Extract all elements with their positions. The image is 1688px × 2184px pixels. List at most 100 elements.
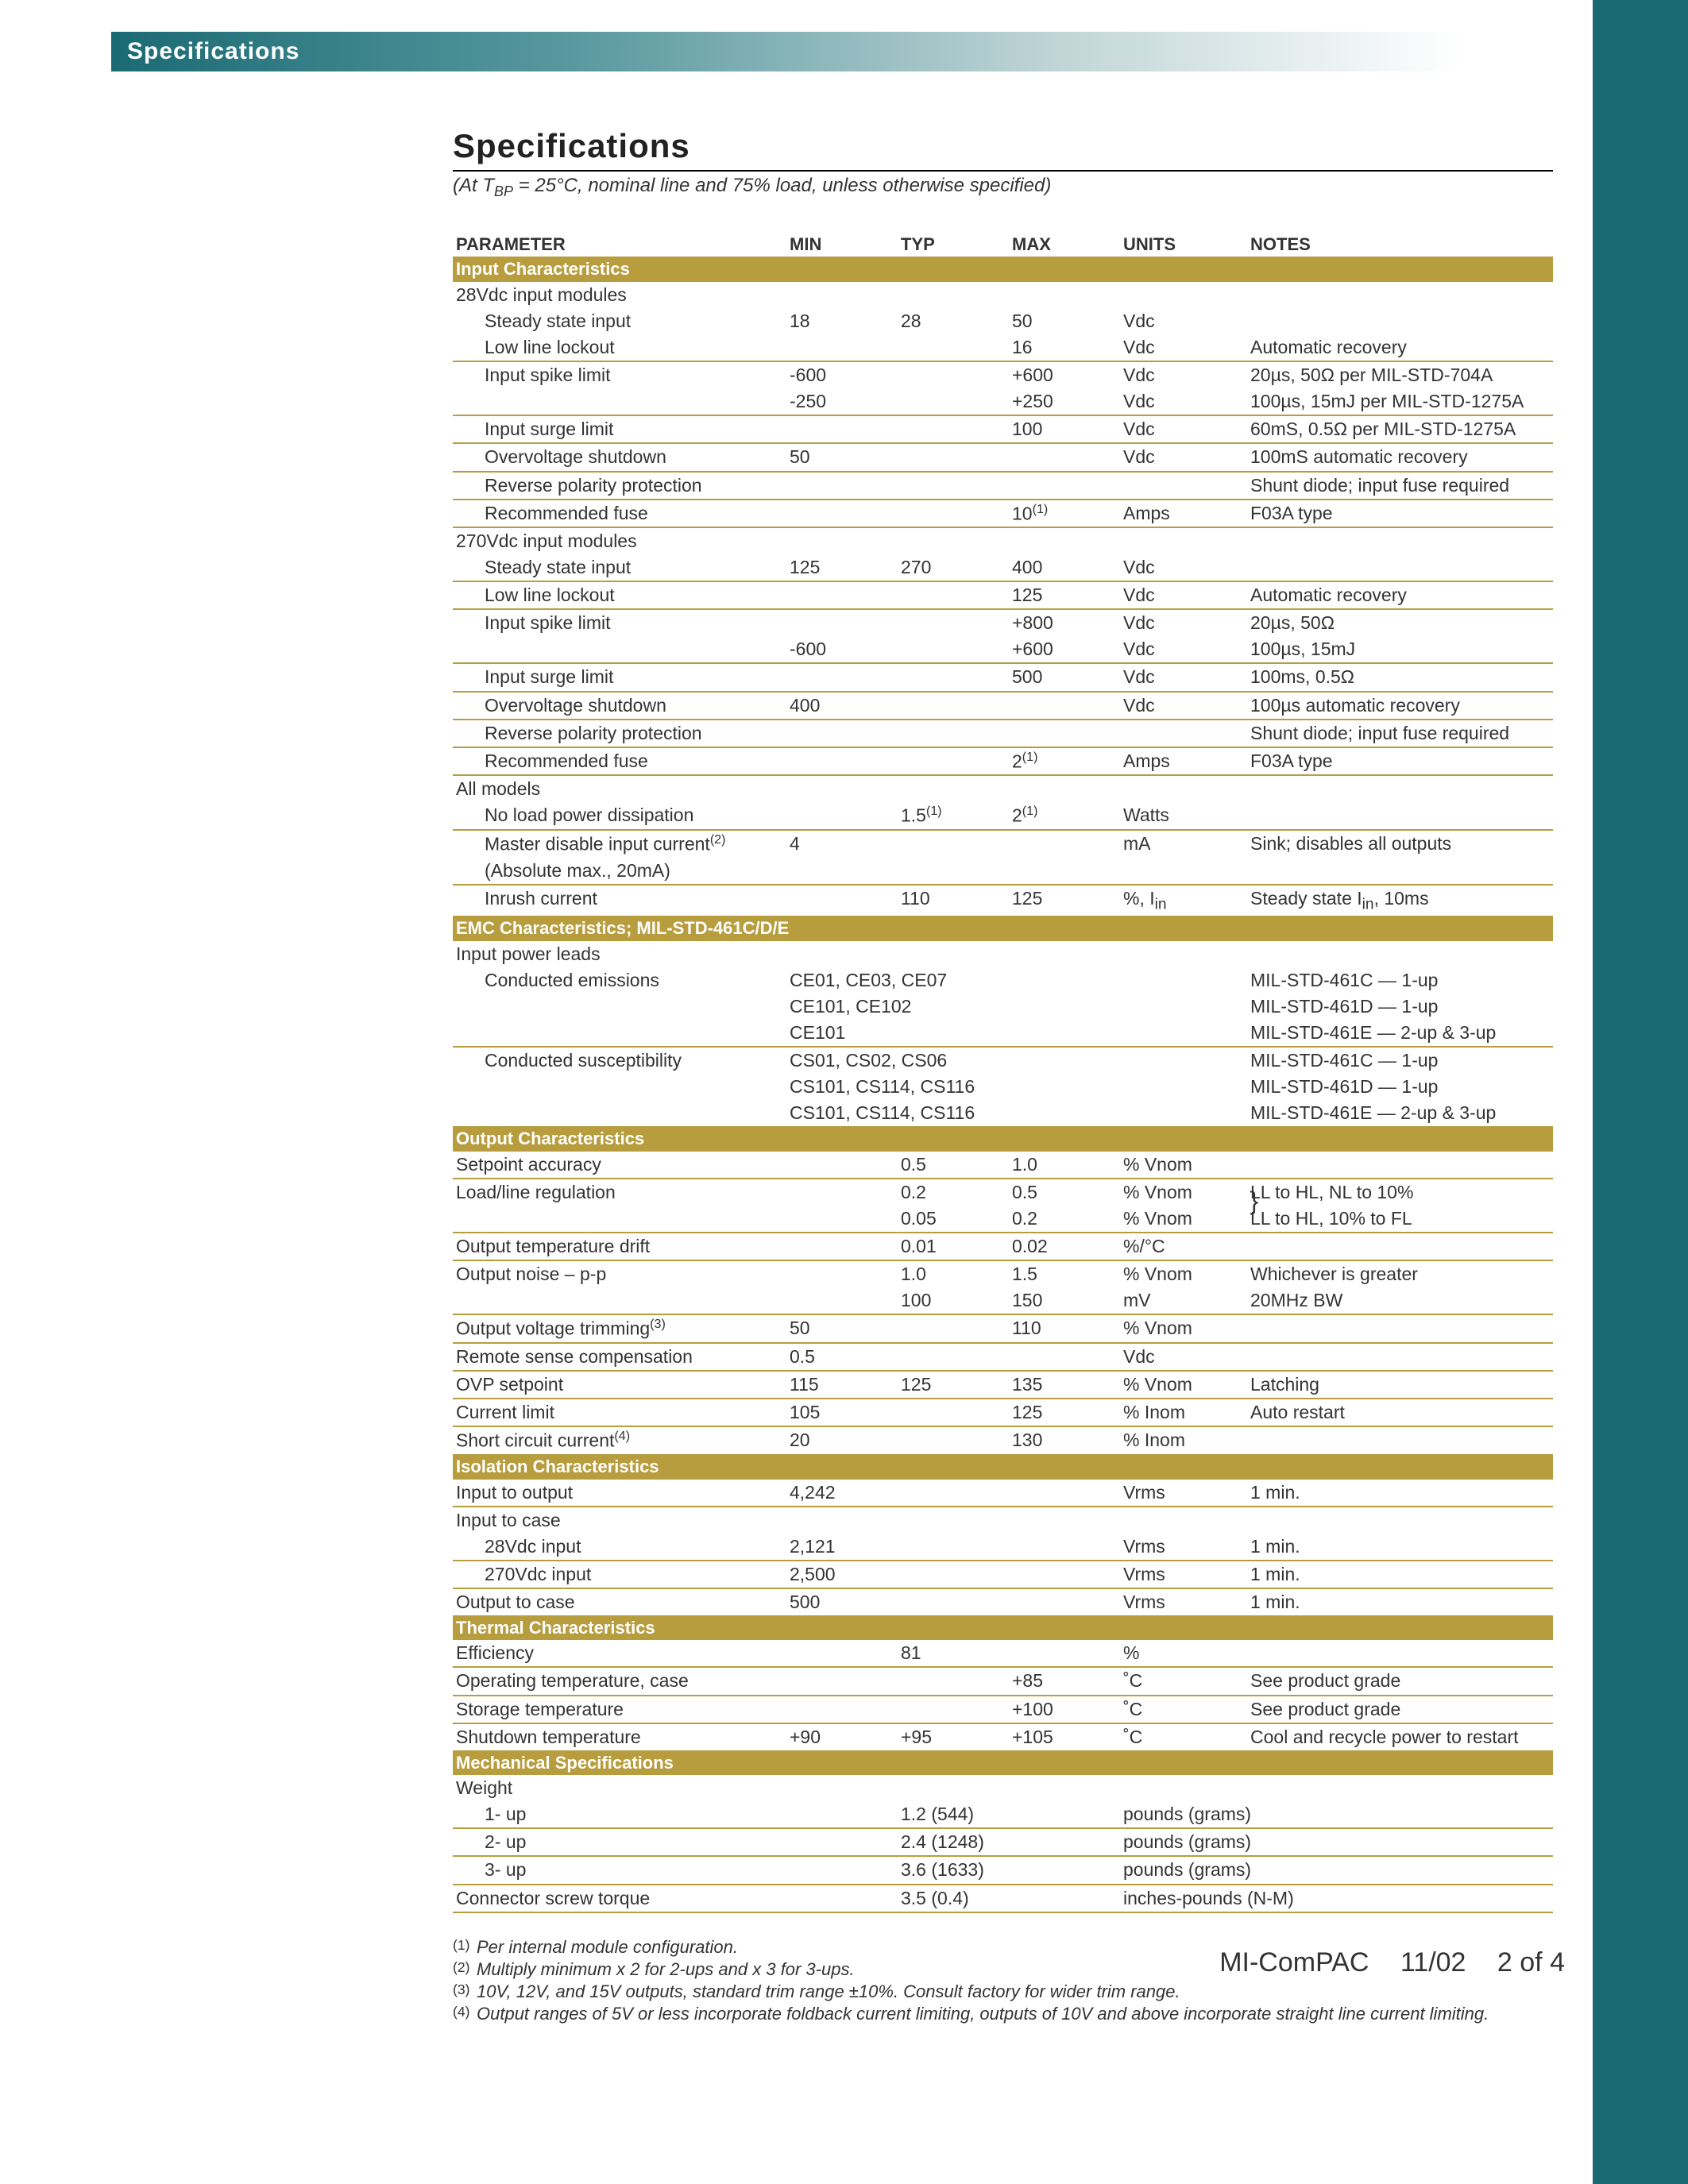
v-min: [786, 858, 898, 885]
v-min: [786, 1885, 898, 1912]
v-min: [786, 885, 898, 916]
v-notes: [1247, 858, 1553, 885]
table-row: Input surge limit500Vdc100ms, 0.5Ω: [453, 663, 1553, 691]
table-row: Setpoint accuracy0.51.0% Vnom: [453, 1152, 1553, 1179]
table-row: Input spike limit-600+600Vdc20µs, 50Ω pe…: [453, 361, 1553, 388]
table-row: -600+600Vdc100µs, 15mJ: [453, 636, 1553, 663]
v-max: [1009, 1480, 1120, 1507]
param: Storage temperature: [453, 1696, 786, 1723]
v-notes: 100ms, 0.5Ω: [1247, 663, 1553, 691]
table-row: 270Vdc input2,500Vrms1 min.: [453, 1561, 1553, 1588]
v-max: 400: [1009, 554, 1120, 581]
v-units: % Inom: [1120, 1426, 1247, 1454]
table-row: Load/line regulation0.20.5% VnomLL to HL…: [453, 1179, 1553, 1206]
v-min: [786, 1801, 898, 1828]
table-row: Efficiency81%: [453, 1640, 1553, 1667]
v-notes: MIL-STD-461E — 2-up & 3-up: [1247, 1100, 1553, 1126]
v-units: % Vnom: [1120, 1152, 1247, 1179]
v-units: %, Iin: [1120, 885, 1247, 916]
v-typ: [898, 388, 1009, 415]
v-units: Vdc: [1120, 609, 1247, 636]
param: Output noise – p-p: [453, 1260, 786, 1287]
col-typ: TYP: [898, 232, 1009, 257]
param: Input spike limit: [453, 609, 786, 636]
column-headers: PARAMETER MIN TYP MAX UNITS NOTES: [453, 232, 1553, 257]
v-typ: 1.5(1): [898, 802, 1009, 830]
v-notes: See product grade: [1247, 1667, 1553, 1695]
table-row: Conducted susceptibilityCS01, CS02, CS06…: [453, 1047, 1553, 1074]
v-units: Vdc: [1120, 308, 1247, 334]
param: (Absolute max., 20mA): [453, 858, 786, 885]
param: Connector screw torque: [453, 1885, 786, 1912]
v-typ: [898, 747, 1009, 776]
v-min: 500: [786, 1588, 898, 1615]
v-min: [786, 1260, 898, 1287]
v-typ: [898, 1480, 1009, 1507]
v-units: mA: [1120, 830, 1247, 858]
v-notes: Cool and recycle power to restart: [1247, 1723, 1553, 1750]
table-row: 1- up1.2 (544)pounds (grams): [453, 1801, 1553, 1828]
col-units: UNITS: [1120, 232, 1247, 257]
v-typ: [898, 581, 1009, 609]
v-units: % Inom: [1120, 1399, 1247, 1426]
table-row: No load power dissipation1.5(1)2(1)Watts: [453, 802, 1553, 830]
table-row: 3- up3.6 (1633)pounds (grams): [453, 1856, 1553, 1884]
param: Inrush current: [453, 885, 786, 916]
v-notes: [1247, 1152, 1553, 1179]
v-max: 130: [1009, 1426, 1120, 1454]
v-units: Vdc: [1120, 554, 1247, 581]
param: Conducted susceptibility: [453, 1047, 786, 1074]
v-typ: [898, 1561, 1009, 1588]
v-max: 125: [1009, 581, 1120, 609]
param: Load/line regulation: [453, 1179, 786, 1206]
param: Output to case: [453, 1588, 786, 1615]
v-notes: 100µs, 15mJ per MIL-STD-1275A: [1247, 388, 1553, 415]
subtitle-pre: (At T: [453, 175, 494, 196]
v-codes: CE101: [786, 1020, 1120, 1047]
section-input: Input Characteristics: [453, 257, 1553, 282]
v-notes: Steady state Iin, 10ms: [1247, 885, 1553, 916]
v-max: +600: [1009, 361, 1120, 388]
v-typ: [898, 334, 1009, 361]
param: Recommended fuse: [453, 500, 786, 528]
v-units: Vdc: [1120, 388, 1247, 415]
v-units: Vrms: [1120, 1561, 1247, 1588]
v-typ: [898, 1399, 1009, 1426]
v-min: -600: [786, 636, 898, 663]
v-units: Vdc: [1120, 415, 1247, 443]
table-row: Inrush current110125%, IinSteady state I…: [453, 885, 1553, 916]
v-max: 125: [1009, 1399, 1120, 1426]
param: Recommended fuse: [453, 747, 786, 776]
v-notes: 100µs automatic recovery: [1247, 692, 1553, 720]
v-min: [786, 1206, 898, 1233]
v-units: mV: [1120, 1287, 1247, 1314]
v-notes: See product grade: [1247, 1696, 1553, 1723]
v-min: [786, 415, 898, 443]
param: Input surge limit: [453, 663, 786, 691]
v-min: [786, 1828, 898, 1856]
v-max: 1.0: [1009, 1152, 1120, 1179]
footnote-4: (4)Output ranges of 5V or less incorpora…: [453, 2004, 1553, 2024]
v-codes: CS01, CS02, CS06: [786, 1047, 1120, 1074]
v-units: [1120, 967, 1247, 994]
v-notes: [1247, 802, 1553, 830]
v-units: % Vnom: [1120, 1179, 1247, 1206]
v-max: [1009, 692, 1120, 720]
table-row: Overvoltage shutdown400Vdc100µs automati…: [453, 692, 1553, 720]
v-max: [1009, 1343, 1120, 1371]
v-max: 135: [1009, 1371, 1120, 1399]
v-max: +800: [1009, 609, 1120, 636]
subtitle-sub: BP: [494, 183, 513, 199]
v-max: [1009, 472, 1120, 500]
v-typ: [898, 500, 1009, 528]
v-notes: [1247, 1314, 1553, 1343]
v-typ: 0.5: [898, 1152, 1009, 1179]
v-units: Vdc: [1120, 361, 1247, 388]
v-typ: [898, 1696, 1009, 1723]
v-notes: 1 min.: [1247, 1480, 1553, 1507]
v-notes: 100µs, 15mJ: [1247, 636, 1553, 663]
footer-date: 11/02: [1400, 1947, 1466, 1978]
v-notes: [1247, 1343, 1553, 1371]
v-max: 125: [1009, 885, 1120, 916]
v-max: 10(1): [1009, 500, 1120, 528]
